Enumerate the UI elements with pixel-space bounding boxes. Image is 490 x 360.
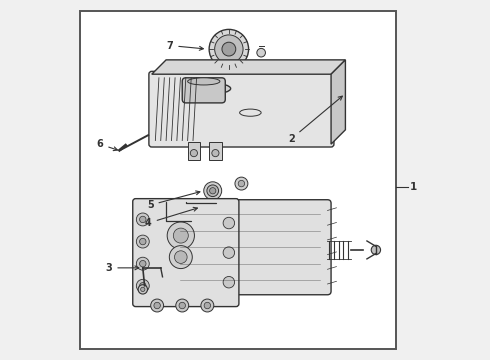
Polygon shape xyxy=(152,60,345,74)
Circle shape xyxy=(174,251,187,264)
Polygon shape xyxy=(331,60,345,144)
Circle shape xyxy=(154,302,160,309)
Circle shape xyxy=(204,302,211,309)
Circle shape xyxy=(238,180,245,187)
Circle shape xyxy=(173,228,188,243)
Circle shape xyxy=(201,299,214,312)
Circle shape xyxy=(257,48,266,57)
Circle shape xyxy=(138,285,147,294)
Circle shape xyxy=(176,299,189,312)
Circle shape xyxy=(223,217,235,229)
Bar xyxy=(80,12,395,348)
Circle shape xyxy=(204,202,214,212)
Text: 7: 7 xyxy=(167,41,203,50)
Circle shape xyxy=(170,246,192,269)
Circle shape xyxy=(201,199,217,215)
Circle shape xyxy=(207,185,219,197)
Circle shape xyxy=(215,35,243,63)
Circle shape xyxy=(207,204,212,209)
Circle shape xyxy=(167,222,195,249)
Text: 1: 1 xyxy=(410,182,417,192)
Circle shape xyxy=(212,149,219,157)
Circle shape xyxy=(140,283,146,289)
Ellipse shape xyxy=(188,78,220,85)
Circle shape xyxy=(371,245,381,255)
Circle shape xyxy=(136,257,149,270)
Circle shape xyxy=(140,260,146,267)
Circle shape xyxy=(136,279,149,292)
Circle shape xyxy=(141,287,145,292)
FancyBboxPatch shape xyxy=(149,71,334,147)
FancyBboxPatch shape xyxy=(170,200,331,295)
Circle shape xyxy=(136,213,149,226)
Text: 5: 5 xyxy=(147,191,200,210)
Ellipse shape xyxy=(191,83,231,94)
Circle shape xyxy=(140,238,146,245)
Circle shape xyxy=(140,216,146,223)
Circle shape xyxy=(204,182,221,200)
FancyBboxPatch shape xyxy=(133,199,239,307)
FancyBboxPatch shape xyxy=(182,78,225,103)
Circle shape xyxy=(223,276,235,288)
Circle shape xyxy=(190,149,197,157)
Circle shape xyxy=(223,247,235,258)
Circle shape xyxy=(151,299,164,312)
Bar xyxy=(209,142,221,160)
Circle shape xyxy=(222,42,236,56)
Text: 6: 6 xyxy=(97,139,118,150)
Text: 4: 4 xyxy=(145,207,197,228)
Circle shape xyxy=(136,235,149,248)
Circle shape xyxy=(179,302,186,309)
Circle shape xyxy=(209,30,248,69)
Circle shape xyxy=(235,177,248,190)
Bar xyxy=(188,142,200,160)
Text: 3: 3 xyxy=(105,263,139,273)
Circle shape xyxy=(210,188,216,194)
Text: 2: 2 xyxy=(288,96,343,144)
